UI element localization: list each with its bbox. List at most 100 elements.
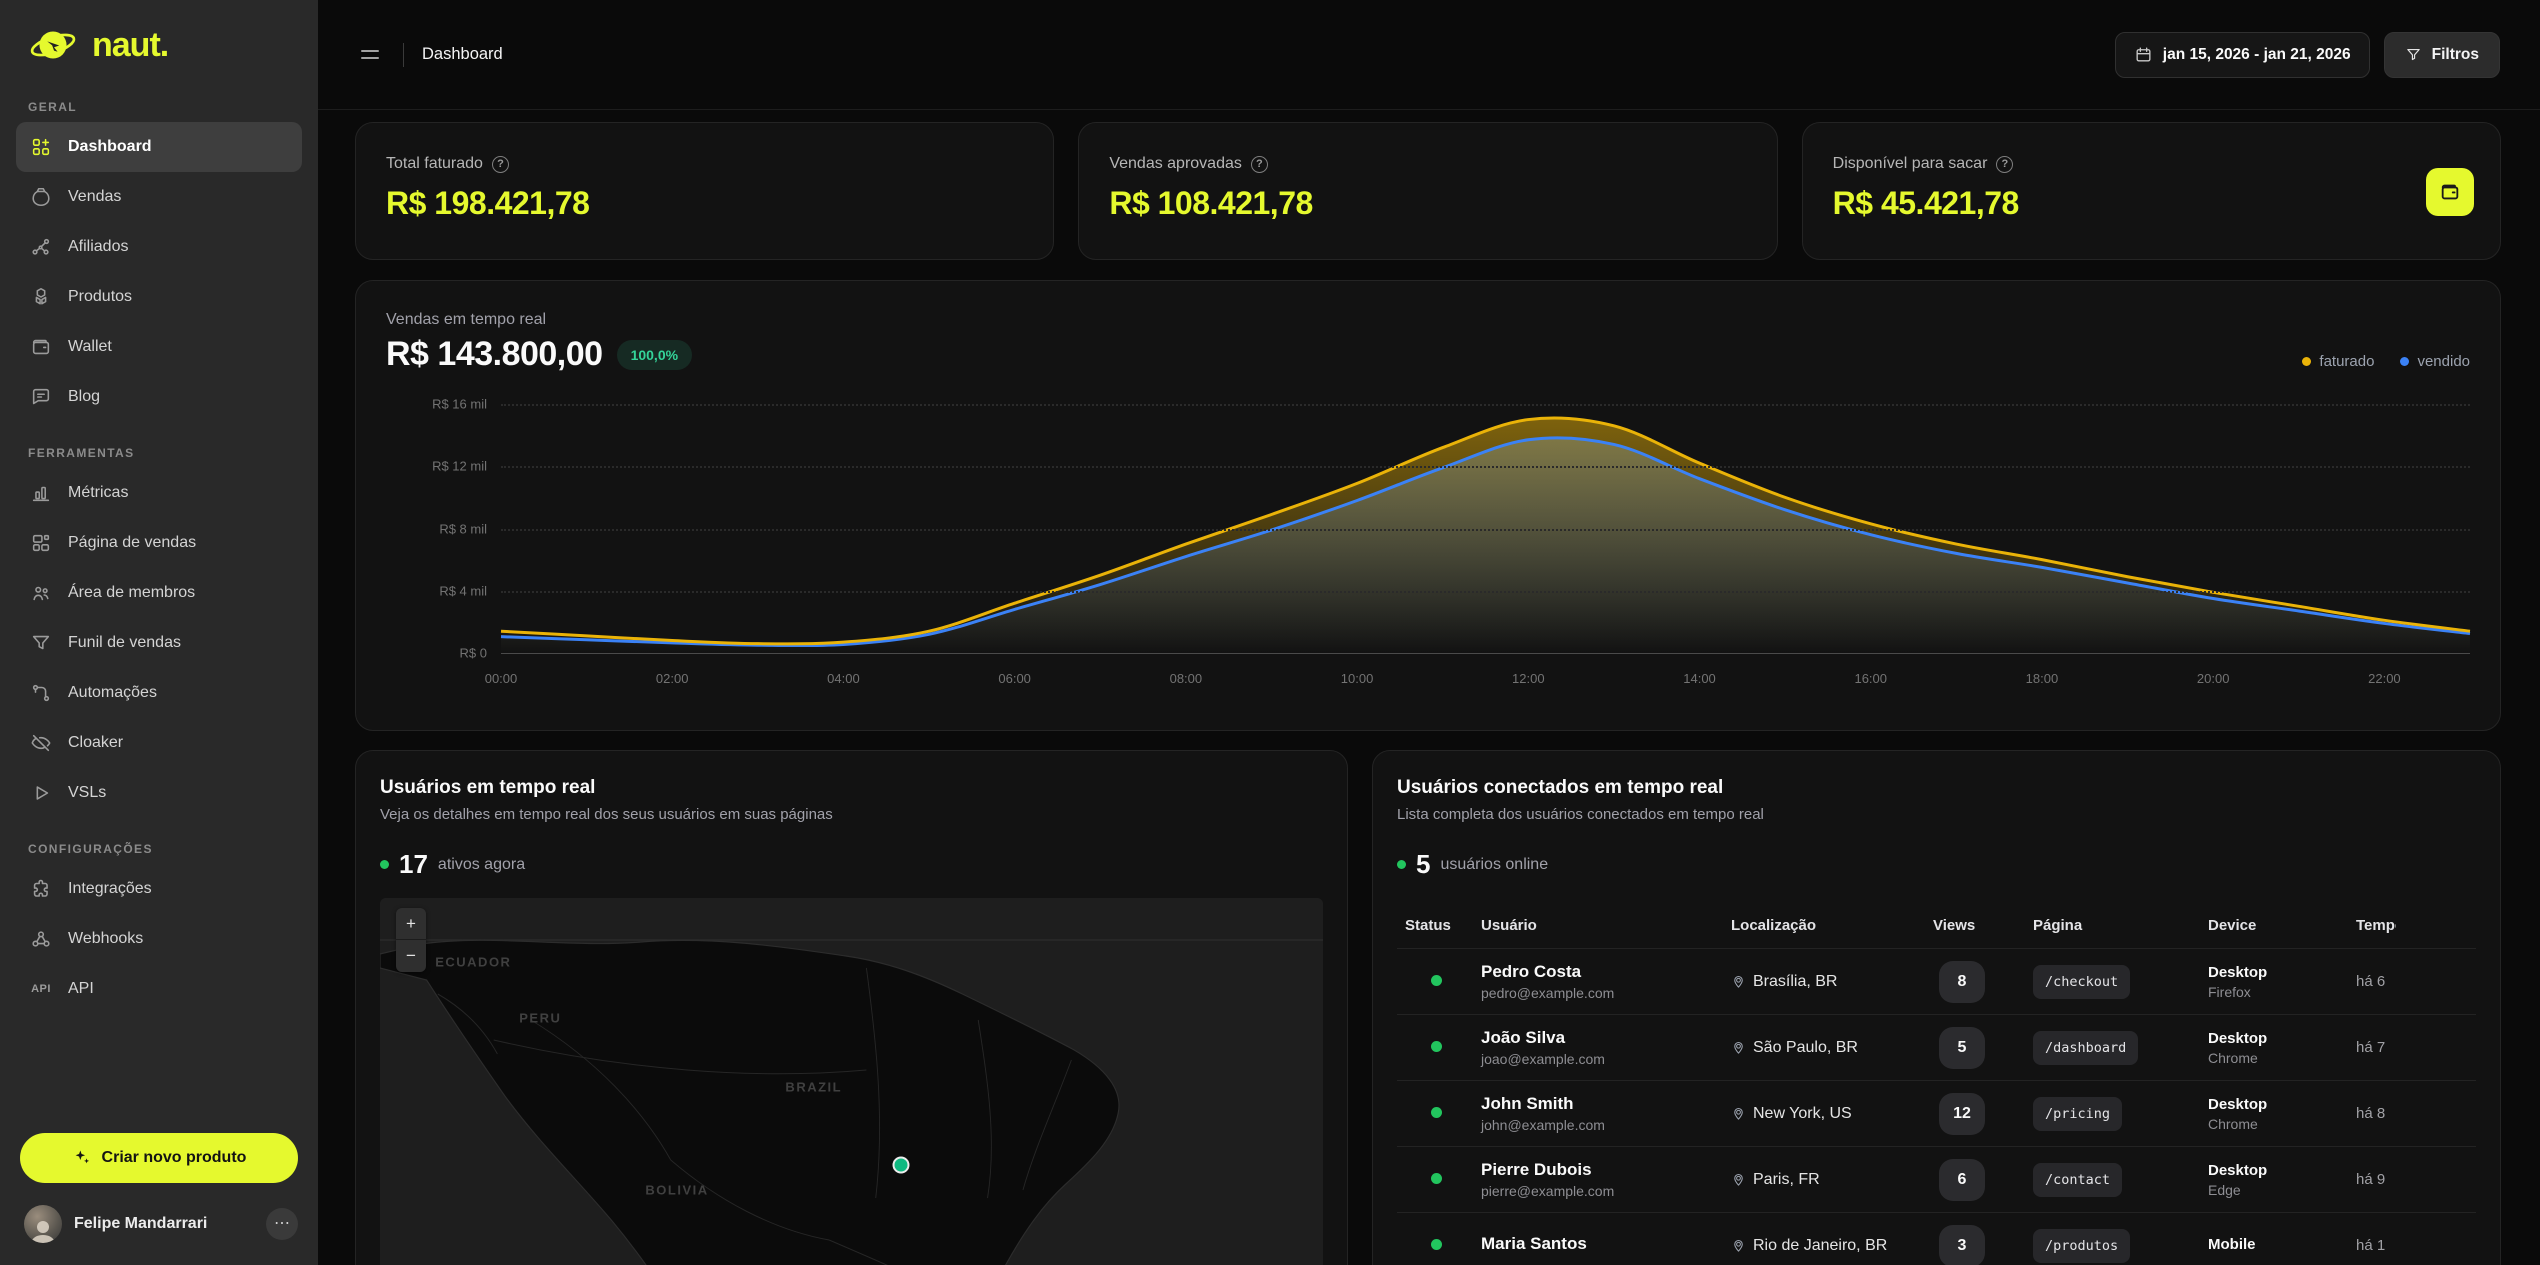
sidebar-item-label: Cloaker <box>68 734 124 751</box>
sidebar-toggle-icon[interactable] <box>355 44 385 65</box>
map-card-subtitle: Veja os detalhes em tempo real dos seus … <box>380 806 833 823</box>
views-badge: 6 <box>1939 1158 1985 1201</box>
time-ago: há 7 <box>2356 1039 2386 1056</box>
active-count-label: ativos agora <box>437 855 526 873</box>
user-email: pedro@example.com <box>1481 985 1615 1001</box>
help-icon[interactable]: ? <box>491 155 509 173</box>
sidebar-item-pagina-de-vendas[interactable]: Página de vendas <box>16 518 302 568</box>
pin-icon <box>1734 1041 1743 1054</box>
pin-icon <box>1734 975 1743 988</box>
zoom-in-button[interactable]: + <box>396 908 426 940</box>
brand-logo: naut. <box>16 0 302 76</box>
withdraw-button[interactable] <box>2425 168 2474 216</box>
table-row: João Silva joao@example.com São Paulo, BR… <box>1397 1014 2476 1080</box>
page-badge: /contact <box>2033 1162 2123 1197</box>
filter-icon <box>2406 48 2420 61</box>
sidebar-item-afiliados[interactable]: Afiliados <box>16 222 302 272</box>
sidebar-item-label: Página de vendas <box>68 534 197 551</box>
zoom-out-button[interactable]: − <box>396 940 426 972</box>
map-svg <box>380 898 1323 1265</box>
section-label-geral: GERAL <box>28 100 77 114</box>
device-browser: Firefox <box>2208 983 2251 1000</box>
time-ago: há 6 <box>2356 973 2386 990</box>
chart-x-tick: 12:00 <box>1512 671 1545 686</box>
filters-button[interactable]: Filtros <box>2383 31 2500 78</box>
content: Total faturado? R$ 198.421,78 Vendas apr… <box>318 110 2540 1265</box>
main-area: Dashboard jan 15, 2026 - jan 21, 2026 Fi… <box>318 0 2540 1265</box>
funnel-icon <box>32 635 50 650</box>
device-os: Mobile <box>2208 1235 2256 1253</box>
sidebar-item-vendas[interactable]: Vendas <box>16 172 302 222</box>
chart-percent-badge: 100,0% <box>616 339 693 370</box>
world-map[interactable]: ECUADOR PERU BRAZIL BOLIVIA + − <box>380 898 1323 1265</box>
help-icon[interactable]: ? <box>1250 155 1268 173</box>
sidebar-item-produtos[interactable]: Produtos <box>16 272 302 322</box>
page-badge: /checkout <box>2033 964 2131 999</box>
sidebar-item-metricas[interactable]: Métricas <box>16 468 302 518</box>
device-os: Desktop <box>2208 1161 2268 1179</box>
sidebar-item-label: Funil de vendas <box>68 634 181 651</box>
sidebar-item-automacoes[interactable]: Automações <box>16 668 302 718</box>
map-country-label: ECUADOR <box>435 954 512 970</box>
pin-icon <box>1734 1107 1743 1120</box>
sparkles-icon <box>75 1150 89 1164</box>
sidebar-item-blog[interactable]: Blog <box>16 372 302 422</box>
bar-chart-icon <box>32 486 50 502</box>
sidebar-item-vsls[interactable]: VSLs <box>16 768 302 818</box>
section-label-configuracoes: CONFIGURAÇÕES <box>28 842 153 856</box>
chart-x-tick: 10:00 <box>1340 671 1374 686</box>
device-os: Desktop <box>2208 1029 2268 1047</box>
chart-x-tick: 14:00 <box>1683 671 1716 686</box>
api-icon: API <box>31 983 51 995</box>
chart-y-tick: R$ 8 mil <box>439 521 487 536</box>
dashboard-icon <box>32 138 50 156</box>
sidebar-item-dashboard[interactable]: Dashboard <box>16 122 302 172</box>
status-online-dot <box>1431 1172 1442 1184</box>
views-badge: 5 <box>1939 1026 1985 1069</box>
user-name: Pedro Costa <box>1481 962 1582 981</box>
sidebar-item-label: Vendas <box>68 188 122 205</box>
webhook-icon <box>32 931 50 947</box>
user-location-marker[interactable] <box>892 1156 910 1174</box>
sidebar-item-wallet[interactable]: Wallet <box>16 322 302 372</box>
device-browser: Edge <box>2208 1181 2241 1198</box>
sidebar-item-integracoes[interactable]: Integrações <box>16 864 302 914</box>
sidebar-item-funil-de-vendas[interactable]: Funil de vendas <box>16 618 302 668</box>
col-tempo: Tempo <box>2356 916 2396 934</box>
help-icon[interactable]: ? <box>1996 155 2014 173</box>
workflow-icon <box>32 684 50 702</box>
table-row: Maria Santos Rio de Janeiro, BR 3 /produ… <box>1397 1212 2476 1265</box>
chart-x-tick: 18:00 <box>2025 671 2059 686</box>
stats-row: Total faturado? R$ 198.421,78 Vendas apr… <box>355 122 2501 260</box>
calendar-icon <box>2136 47 2151 62</box>
date-range-picker[interactable]: jan 15, 2026 - jan 21, 2026 <box>2114 31 2370 78</box>
sidebar-item-api[interactable]: API API <box>16 964 302 1014</box>
sidebar-item-label: Integrações <box>68 880 152 897</box>
create-product-label: Criar novo produto <box>101 1149 247 1166</box>
user-location: New York, US <box>1753 1104 1852 1122</box>
map-country-label: BOLIVIA <box>645 1182 709 1198</box>
chart-title: Vendas em tempo real <box>386 311 547 328</box>
brand-name: naut. <box>92 25 169 64</box>
chart-x-tick: 08:00 <box>1169 671 1203 686</box>
stat-value: R$ 45.421,78 <box>1832 185 2020 221</box>
chart-value: R$ 143.800,00 <box>386 335 603 373</box>
profile-menu-button[interactable]: ⋯ <box>266 1208 298 1240</box>
chart-y-tick: R$ 16 mil <box>432 396 487 412</box>
stat-value: R$ 108.421,78 <box>1109 185 1313 221</box>
time-ago: há 1 <box>2356 1237 2386 1254</box>
stat-label: Total faturado <box>386 155 483 172</box>
create-product-button[interactable]: Criar novo produto <box>20 1133 298 1183</box>
sidebar-item-area-de-membros[interactable]: Área de membros <box>16 568 302 618</box>
sidebar-item-cloaker[interactable]: Cloaker <box>16 718 302 768</box>
pin-icon <box>1734 1239 1743 1252</box>
device-browser: Chrome <box>2208 1115 2258 1132</box>
user-name: João Silva <box>1481 1028 1566 1047</box>
status-online-dot <box>1431 1040 1442 1052</box>
legend-dot-vendido <box>2400 357 2410 366</box>
profile-row[interactable]: Felipe Mandarrari ⋯ <box>24 1205 298 1243</box>
chart-x-axis: 00:00 02:00 04:00 06:00 08:00 10:00 12:00 14:00… <box>485 663 2470 697</box>
chart-x-tick: 22:00 <box>2368 671 2401 686</box>
sidebar-item-webhooks[interactable]: Webhooks <box>16 914 302 964</box>
active-count: 17 <box>399 849 428 879</box>
